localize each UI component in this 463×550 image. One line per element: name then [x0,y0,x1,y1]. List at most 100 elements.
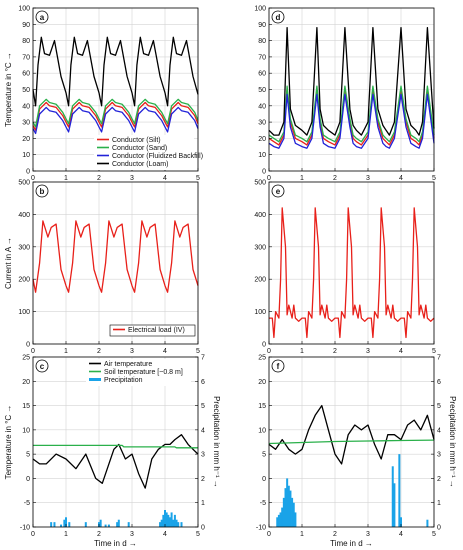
bar-precipitation [104,524,107,527]
series-line [32,220,199,293]
y-tick-label: 500 [18,180,30,187]
y2-tick-label: 3 [201,452,205,459]
y-tick-label: 200 [18,277,30,284]
y-tick-label: 50 [258,87,266,94]
legend: Electrical load (IV) [109,324,196,337]
y-tick-label: 15 [258,403,266,410]
y-tick-label: 10 [22,152,30,159]
series-line [32,101,199,131]
x-tick-label: 2 [97,175,101,182]
bar-precipitation [117,519,120,527]
series-line [269,207,435,339]
series-line [268,439,435,445]
legend-swatch [89,378,101,381]
y-tick-label: -10 [20,525,30,532]
bar-precipitation [170,512,173,527]
y-tick-label: 30 [22,120,30,127]
y-tick-label: -5 [24,500,30,507]
legend-entry: Conductor (Loam) [112,161,168,168]
panel-label: a [40,13,45,22]
plot-frame [32,181,199,345]
y2-tick-label: 0 [201,525,205,532]
y-tick-label: 90 [22,22,30,29]
y-tick-label: 40 [258,103,266,110]
y-tick-label: 60 [22,71,30,78]
y-axis-label: Temperature in °C → [4,405,13,480]
bar-precipitation [281,507,284,527]
y-tick-label: 20 [258,136,266,143]
x-tick-label: 1 [64,531,68,538]
y-tick-label: 50 [22,87,30,94]
panel-label-badge [271,359,285,373]
y-tick-label: 0 [26,169,30,176]
bar-precipitation [400,517,402,527]
panel-label: f [277,362,280,371]
bar-precipitation [173,514,176,527]
panel-label-badge [35,10,49,24]
y-tick-label: 20 [22,136,30,143]
y-tick-label: 30 [258,120,266,127]
bar-precipitation [276,517,279,527]
y2-tick-label: 1 [437,500,441,507]
legend-entry: Conductor (Sand) [112,145,167,152]
bar-precipitation [165,512,168,527]
legend-box [94,135,194,170]
y-tick-label: 70 [22,54,30,61]
y-tick-label: 300 [18,244,30,251]
y2-tick-label: 6 [437,379,441,386]
bar-precipitation [68,522,71,527]
y-tick-label: -10 [256,525,266,532]
x-tick-label: 2 [97,531,101,538]
panel-label-badge [35,184,49,198]
x-tick-label: 3 [366,175,370,182]
y-tick-label: 200 [254,277,266,284]
legend-entry: Precipitation [104,377,143,384]
x-tick-label: 1 [300,531,304,538]
x-tick-label: 0 [267,348,271,355]
bar-precipitation [159,522,162,527]
y-tick-label: 0 [262,169,266,176]
y-tick-label: 15 [22,403,30,410]
x-tick-label: 0 [31,348,35,355]
y2-tick-label: 0 [437,525,441,532]
x-tick-label: 0 [267,175,271,182]
y2-tick-label: 4 [437,427,441,434]
y-tick-label: 90 [258,22,266,29]
x-tick-label: 4 [399,348,403,355]
panel-a: 0 10 20 30 40 50 60 70 80 90 100 0 1 2 3 4 5 Temperature … [4,6,203,183]
y-tick-label: 10 [258,427,266,434]
bar-precipitation [50,522,53,527]
panel-label: b [40,187,45,196]
y2-tick-label: 5 [437,403,441,410]
y2-tick-label: 2 [201,476,205,483]
y-tick-label: 25 [22,355,30,362]
x-tick-label: 0 [267,531,271,538]
plot-frame [268,356,435,528]
bar-precipitation [287,485,290,527]
panel-b: 0 100 200 300 400 500 0 1 2 3 4 5 Current in A → b Ele… [4,180,200,356]
bar-precipitation [65,517,67,527]
panel-label-badge [271,10,285,24]
series-line [268,26,435,136]
bar-precipitation [160,519,163,527]
x-tick-label: 5 [432,175,436,182]
panel-label: c [40,362,45,371]
panel-d: 0 10 20 30 40 50 60 70 80 90 100 0 1 2 3 4 5 d [254,6,436,183]
y-tick-label: 20 [258,379,266,386]
y-tick-label: 0 [26,342,30,349]
y2-tick-label: 5 [201,403,205,410]
y-tick-label: 5 [262,452,266,459]
x-axis-label: Time in d → [330,539,373,548]
bar-precipitation [294,512,297,527]
bar-precipitation [116,522,119,527]
x-axis-label: Time in d → [94,539,137,548]
x-tick-label: 0 [31,175,35,182]
x-tick-label: 2 [333,531,337,538]
x-tick-label: 1 [64,175,68,182]
y2-tick-label: 7 [437,355,441,362]
y-tick-label: 100 [254,6,266,13]
series-line [32,106,199,135]
panel-label: d [276,13,281,22]
panel-label-badge [35,359,49,373]
